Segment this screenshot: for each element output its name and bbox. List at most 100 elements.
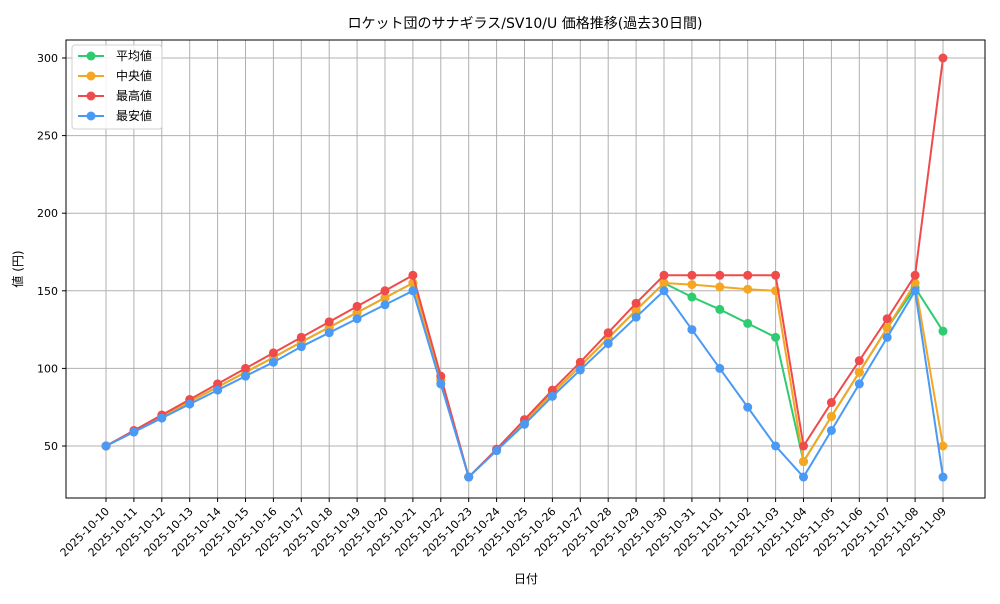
- y-tick-label: 100: [37, 362, 58, 375]
- data-point: [408, 270, 418, 280]
- data-point: [826, 398, 836, 408]
- y-tick-label: 200: [37, 207, 58, 220]
- data-point: [547, 391, 557, 401]
- data-point: [687, 280, 697, 290]
- data-point: [101, 441, 111, 451]
- data-point: [771, 441, 781, 451]
- data-point: [492, 446, 502, 456]
- series-最安値: [101, 286, 948, 482]
- data-point: [799, 441, 808, 451]
- data-point: [380, 300, 390, 310]
- legend-item: 最安値: [78, 108, 152, 123]
- data-point: [687, 325, 697, 335]
- data-point: [296, 332, 306, 342]
- data-point: [743, 318, 753, 328]
- data-point: [157, 413, 167, 423]
- data-point: [910, 270, 920, 280]
- legend-item: 中央値: [78, 68, 152, 83]
- data-point: [296, 342, 306, 352]
- data-point: [799, 472, 808, 482]
- x-axis-label: 日付: [514, 572, 538, 586]
- data-point: [687, 270, 697, 280]
- y-axis: 50 100 150 200 250 300: [37, 52, 66, 453]
- data-point: [631, 312, 641, 322]
- data-point: [659, 278, 669, 288]
- data-point: [882, 323, 892, 333]
- data-point: [910, 278, 920, 288]
- data-point: [352, 314, 362, 324]
- legend-marker-icon: [86, 111, 96, 121]
- legend-item: 平均値: [78, 48, 152, 63]
- legend-marker-icon: [86, 71, 96, 81]
- legend-label: 中央値: [116, 68, 152, 83]
- data-point: [771, 332, 781, 342]
- data-point: [213, 379, 223, 389]
- data-point: [771, 270, 781, 280]
- data-point: [854, 367, 864, 377]
- data-point: [854, 379, 864, 389]
- data-point: [436, 379, 446, 389]
- data-point: [826, 425, 836, 435]
- y-tick-label: 300: [37, 52, 58, 65]
- data-point: [743, 402, 753, 412]
- plot-frame: [65, 39, 986, 499]
- data-point: [854, 356, 864, 366]
- data-point: [603, 339, 613, 349]
- grid-lines: [66, 40, 985, 498]
- legend-label: 最安値: [116, 108, 152, 123]
- data-point: [743, 270, 753, 280]
- data-point: [408, 286, 418, 296]
- chart-title: ロケット団のサナギラス/SV10/U 価格推移(過去30日間): [348, 16, 703, 32]
- data-point: [659, 286, 669, 296]
- legend-item: 最高値: [78, 88, 152, 103]
- data-point: [380, 293, 390, 303]
- data-point: [659, 270, 669, 280]
- legend-label: 最高値: [116, 88, 152, 103]
- data-point: [826, 412, 836, 422]
- data-point: [352, 308, 362, 318]
- data-point: [743, 284, 753, 294]
- data-point: [241, 371, 250, 381]
- data-point: [882, 314, 892, 324]
- data-point: [938, 326, 948, 336]
- data-point: [268, 348, 278, 358]
- data-point: [185, 399, 195, 409]
- data-point: [241, 363, 250, 373]
- y-tick-label: 250: [37, 130, 58, 143]
- data-point: [715, 270, 725, 280]
- data-point: [715, 304, 725, 314]
- data-point: [687, 292, 697, 302]
- data-point: [324, 317, 334, 327]
- legend-marker-icon: [86, 91, 96, 101]
- data-point: [938, 53, 948, 63]
- data-point: [910, 286, 920, 296]
- data-point: [324, 328, 334, 338]
- data-point: [575, 357, 585, 367]
- data-point: [464, 472, 474, 482]
- data-point: [631, 305, 641, 315]
- data-point: [520, 419, 529, 429]
- data-point: [352, 301, 362, 311]
- legend-marker-icon: [86, 51, 96, 61]
- data-point: [268, 357, 278, 367]
- data-point: [882, 332, 892, 342]
- series-lines: [101, 53, 948, 482]
- data-point: [938, 472, 948, 482]
- y-axis-label: 値 (円): [10, 250, 25, 287]
- data-point: [715, 282, 725, 292]
- data-point: [938, 441, 948, 451]
- legend-label: 平均値: [116, 48, 152, 63]
- data-point: [799, 457, 808, 467]
- data-point: [631, 298, 641, 308]
- data-point: [575, 365, 585, 375]
- x-axis: 2025-10-102025-10-112025-10-122025-10-13…: [58, 498, 949, 559]
- data-point: [380, 286, 390, 296]
- data-point: [213, 385, 223, 395]
- y-tick-label: 150: [37, 285, 58, 298]
- data-point: [603, 328, 613, 338]
- y-tick-label: 50: [44, 440, 58, 453]
- legend-box: [71, 44, 163, 130]
